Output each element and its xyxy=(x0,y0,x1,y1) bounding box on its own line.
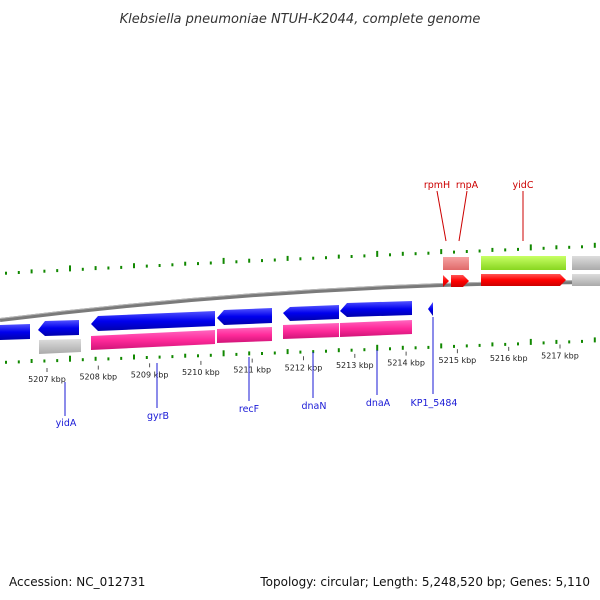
scale-label: 5213 kbp xyxy=(336,361,374,370)
reverse-strand-cds xyxy=(0,301,433,340)
feature-rnpa-cds[interactable] xyxy=(451,275,469,287)
feature-dnan-gene[interactable] xyxy=(283,323,339,339)
coordinate-scale: 5207 kbp 5208 kbp 5209 kbp 5210 kbp 5211 kbp… xyxy=(28,344,579,384)
scale-label: 5209 kbp xyxy=(131,370,169,379)
reverse-strand-genes xyxy=(39,320,412,354)
feature-yidc-cds[interactable] xyxy=(481,274,566,286)
feature-yida-cds[interactable] xyxy=(38,320,79,336)
scale-label: 5217 kbp xyxy=(541,352,579,361)
gene-label-rnpa[interactable]: rnpA xyxy=(456,180,479,191)
gene-label-rpmh[interactable]: rpmH xyxy=(424,180,450,191)
scale-label: 5216 kbp xyxy=(490,354,528,363)
feature-recf-cds[interactable] xyxy=(217,308,272,325)
scale-label: 5211 kbp xyxy=(233,366,271,375)
gene-label-dnaa[interactable]: dnaA xyxy=(366,398,391,409)
topology-summary-text: Topology: circular; Length: 5,248,520 bp… xyxy=(259,575,590,589)
feature-light-red-top[interactable] xyxy=(443,257,469,270)
scale-label: 5210 kbp xyxy=(182,368,220,377)
scale-label: 5215 kbp xyxy=(439,356,477,365)
gene-label-yidc[interactable]: yidC xyxy=(513,180,534,191)
feature-green-yidc-rna[interactable] xyxy=(481,256,566,270)
gc-skew-track-top xyxy=(5,242,596,275)
leader-line-rpmh xyxy=(436,190,447,242)
gc-skew-track-bottom xyxy=(5,337,596,364)
gene-label-yida[interactable]: yidA xyxy=(56,418,77,429)
feature-grey-mid-right[interactable] xyxy=(572,274,600,286)
feature-grey-gene-yida[interactable] xyxy=(39,339,81,354)
gene-label-dnan[interactable]: dnaN xyxy=(302,401,327,412)
feature-gyrb-cds[interactable] xyxy=(91,311,215,331)
map-title: Klebsiella pneumoniae NTUH-K2044, comple… xyxy=(120,12,481,27)
feature-gyrb-gene[interactable] xyxy=(91,330,215,350)
gene-label-kp1-5484[interactable]: KP1_5484 xyxy=(411,398,458,409)
feature-dnaa-cds[interactable] xyxy=(340,301,412,317)
gene-label-gyrb[interactable]: gyrB xyxy=(147,411,169,422)
forward-strand-features xyxy=(443,256,600,287)
feature-dnaa-gene[interactable] xyxy=(340,320,412,337)
accession-text: Accession: NC_012731 xyxy=(9,575,145,589)
feature-recf-gene[interactable] xyxy=(217,327,272,343)
scale-label: 5212 kbp xyxy=(285,363,323,372)
feature-red-small-arrow[interactable] xyxy=(443,275,449,287)
scale-label: 5208 kbp xyxy=(79,373,117,382)
forward-gene-labels: rpmH rnpA yidC xyxy=(424,180,534,242)
gene-label-recf[interactable]: recF xyxy=(239,404,259,415)
leader-line-rnpa xyxy=(458,190,468,242)
feature-dnan-cds[interactable] xyxy=(283,305,339,321)
feature-reverse-cds-left-edge[interactable] xyxy=(0,324,30,340)
scale-label: 5207 kbp xyxy=(28,375,66,384)
feature-kp1-5484-cds[interactable] xyxy=(428,302,433,316)
reverse-gene-labels: yidA gyrB recF dnaN dnaA KP1_5484 xyxy=(56,317,458,429)
feature-grey-top-right[interactable] xyxy=(572,256,600,270)
scale-label: 5214 kbp xyxy=(387,359,425,368)
